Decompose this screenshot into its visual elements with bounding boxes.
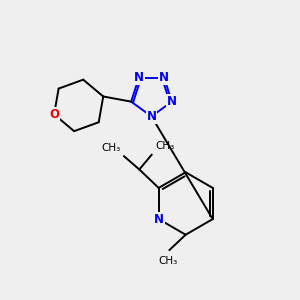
Text: N: N (167, 95, 177, 108)
Text: N: N (154, 213, 164, 226)
Text: CH₃: CH₃ (155, 141, 175, 151)
Text: O: O (49, 108, 59, 121)
Text: N: N (134, 71, 144, 84)
Text: N: N (159, 71, 169, 84)
Text: CH₃: CH₃ (101, 142, 120, 152)
Text: N: N (146, 110, 157, 123)
Text: CH₃: CH₃ (158, 256, 178, 266)
